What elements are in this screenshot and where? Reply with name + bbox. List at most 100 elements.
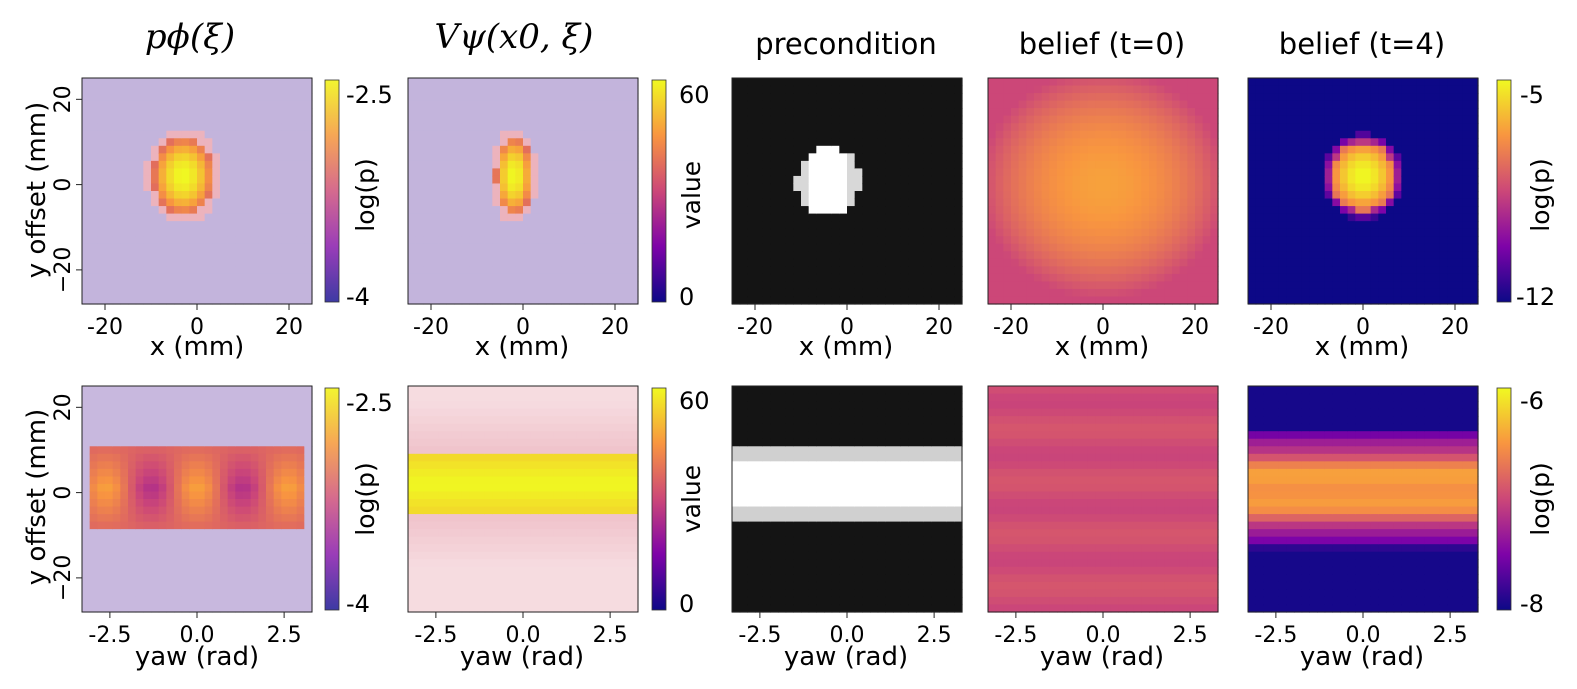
heatmap-cell bbox=[273, 138, 282, 147]
heatmap-cell bbox=[1286, 206, 1295, 215]
heatmap-cell bbox=[530, 100, 539, 109]
heatmap-cell bbox=[181, 266, 190, 275]
heatmap-cell bbox=[1103, 123, 1112, 132]
heatmap-cell bbox=[1401, 251, 1410, 260]
heatmap-cell bbox=[174, 438, 183, 447]
heatmap-cell bbox=[569, 78, 578, 87]
heatmap-cell bbox=[515, 175, 524, 185]
heatmap-cell bbox=[1317, 85, 1326, 94]
heatmap-cell bbox=[174, 130, 183, 139]
heatmap-cell bbox=[189, 213, 198, 222]
heatmap-cell bbox=[615, 138, 624, 147]
heatmap-cell bbox=[189, 100, 198, 109]
heatmap-cell bbox=[900, 281, 909, 290]
heatmap-cell bbox=[89, 138, 98, 147]
heatmap-cell bbox=[995, 183, 1004, 192]
heatmap-cell bbox=[546, 206, 555, 215]
heatmap-cell bbox=[507, 206, 516, 215]
heatmap-cell bbox=[82, 145, 91, 154]
heatmap-cell bbox=[151, 529, 160, 538]
heatmap-cell bbox=[1087, 296, 1096, 305]
heatmap-cell bbox=[931, 243, 940, 252]
heatmap-cell bbox=[166, 506, 175, 515]
heatmap-cell bbox=[1049, 145, 1058, 154]
heatmap-cell bbox=[1210, 108, 1219, 117]
heatmap-cell bbox=[289, 198, 298, 207]
heatmap-cell bbox=[747, 243, 756, 252]
heatmap-cell bbox=[438, 213, 447, 222]
heatmap-cell bbox=[824, 123, 833, 132]
heatmap-cell bbox=[622, 93, 631, 102]
heatmap-cell bbox=[281, 145, 290, 154]
heatmap-cell bbox=[304, 273, 313, 282]
heatmap-cell bbox=[762, 228, 771, 237]
heatmap-cell bbox=[1340, 288, 1349, 298]
heatmap-cell bbox=[770, 78, 779, 87]
heatmap-cell bbox=[143, 581, 152, 590]
heatmap-cell bbox=[1409, 168, 1418, 177]
heatmap-cell bbox=[1317, 93, 1326, 102]
heatmap-cell bbox=[630, 251, 639, 260]
heatmap-cell bbox=[1447, 296, 1456, 305]
heatmap-cell bbox=[1156, 281, 1165, 290]
heatmap-cell bbox=[1195, 115, 1204, 124]
heatmap-cell bbox=[89, 266, 98, 275]
heatmap-cell bbox=[181, 483, 190, 493]
heatmap-cell bbox=[816, 221, 825, 230]
heatmap-cell bbox=[1064, 160, 1073, 169]
heatmap-cell bbox=[89, 416, 98, 425]
heatmap-cell bbox=[151, 559, 160, 568]
heatmap-cell bbox=[1324, 281, 1333, 290]
heatmap-cell bbox=[492, 160, 501, 169]
heatmap-cell bbox=[174, 491, 183, 500]
heatmap-cell bbox=[561, 243, 570, 252]
heatmap-cell bbox=[1462, 221, 1471, 230]
heatmap-cell bbox=[112, 499, 121, 508]
heatmap-cell bbox=[1195, 108, 1204, 117]
heatmap-cell bbox=[592, 251, 601, 260]
heatmap-cell bbox=[181, 115, 190, 124]
heatmap-cell bbox=[1126, 78, 1135, 87]
heatmap-cell bbox=[454, 153, 463, 162]
heatmap-cell bbox=[266, 221, 275, 230]
heatmap-cell bbox=[1332, 243, 1341, 252]
heatmap-cell bbox=[1248, 198, 1257, 207]
heatmap-cell bbox=[266, 243, 275, 252]
heatmap-cell bbox=[1439, 115, 1448, 124]
heatmap-cell bbox=[235, 243, 244, 252]
heatmap-cell bbox=[1286, 236, 1295, 245]
heatmap-cell bbox=[1294, 281, 1303, 290]
heatmap-cell bbox=[1370, 288, 1379, 298]
heatmap-cell bbox=[946, 168, 955, 177]
heatmap-cell bbox=[1072, 123, 1081, 132]
heatmap-cell bbox=[615, 160, 624, 169]
heatmap-cell bbox=[877, 115, 886, 124]
heatmap-cell bbox=[831, 296, 840, 305]
heatmap-cell bbox=[1340, 281, 1349, 290]
heatmap-cell bbox=[143, 78, 152, 87]
heatmap-cell bbox=[576, 123, 585, 132]
heatmap-cell bbox=[250, 243, 259, 252]
heatmap-cell bbox=[1470, 78, 1479, 87]
heatmap-cell bbox=[1126, 213, 1135, 222]
heatmap-cell bbox=[770, 145, 779, 154]
heatmap-cell bbox=[1126, 175, 1135, 185]
heatmap-cell bbox=[1210, 138, 1219, 147]
heatmap-cell bbox=[1278, 183, 1287, 192]
heatmap-cell bbox=[204, 251, 213, 260]
heatmap-cell bbox=[151, 506, 160, 515]
heatmap-cell bbox=[112, 145, 121, 154]
heatmap-cell bbox=[120, 499, 129, 508]
heatmap-cell bbox=[862, 153, 871, 162]
heatmap-cell bbox=[584, 281, 593, 290]
heatmap-cell bbox=[1110, 183, 1119, 192]
heatmap-cell bbox=[243, 153, 252, 162]
heatmap-cell bbox=[166, 198, 175, 207]
xtick-label: -20 bbox=[87, 315, 123, 340]
heatmap-cell bbox=[1271, 183, 1280, 192]
heatmap-cell bbox=[1363, 191, 1372, 200]
heatmap-cell bbox=[1378, 243, 1387, 252]
heatmap-cell bbox=[243, 236, 252, 245]
heatmap-cell bbox=[1172, 145, 1181, 154]
heatmap-cell bbox=[630, 288, 639, 298]
